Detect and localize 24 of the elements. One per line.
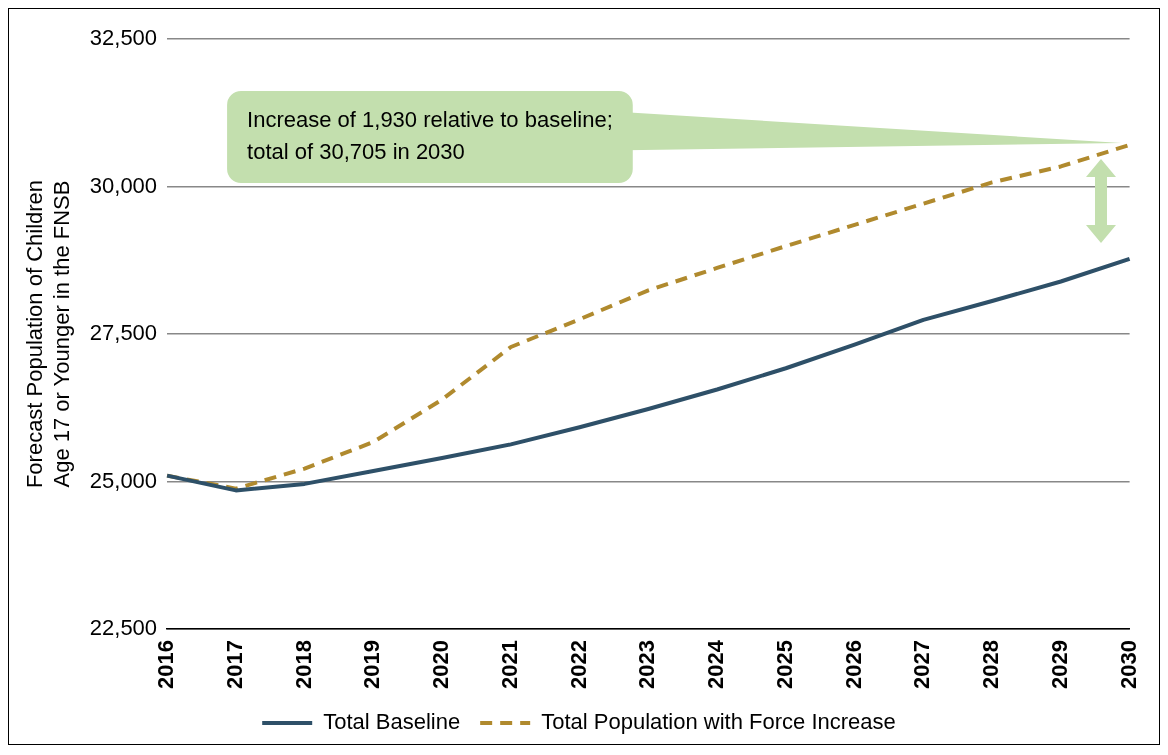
x-tick-label: 2024 [703,639,729,690]
x-tick-label: 2018 [290,640,316,690]
y-tick-label: 32,500 [89,25,158,51]
legend-label: Total Population with Force Increase [541,709,896,735]
x-tick-label: 2022 [565,640,591,690]
y-axis-title: Forecast Population of Children Age 17 or Younger in the FNSB [22,179,74,489]
x-tick-label: 2030 [1115,640,1141,690]
x-tick-label: 2016 [153,640,179,690]
y-tick-label: 30,000 [89,172,158,198]
x-tick-label: 2019 [359,640,385,690]
x-tick-label: 2023 [634,640,660,690]
x-tick-label: 2026 [840,640,866,690]
x-tick-label: 2017 [221,640,247,690]
annotation: Increase of 1,930 relative to baseline; total of 30,705 in 2030 [247,107,613,165]
y-tick-label: 25,000 [89,467,158,493]
x-tick-label: 2027 [909,640,935,690]
x-tick-label: 2020 [428,640,454,690]
x-tick-label: 2025 [771,640,797,690]
x-tick-label: 2021 [496,640,522,690]
y-tick-label: 27,500 [89,320,158,346]
y-tick-label: 22,500 [89,615,158,641]
legend-label: Total Baseline [323,709,461,735]
x-tick-label: 2028 [978,640,1004,690]
x-tick-label: 2029 [1046,640,1072,690]
